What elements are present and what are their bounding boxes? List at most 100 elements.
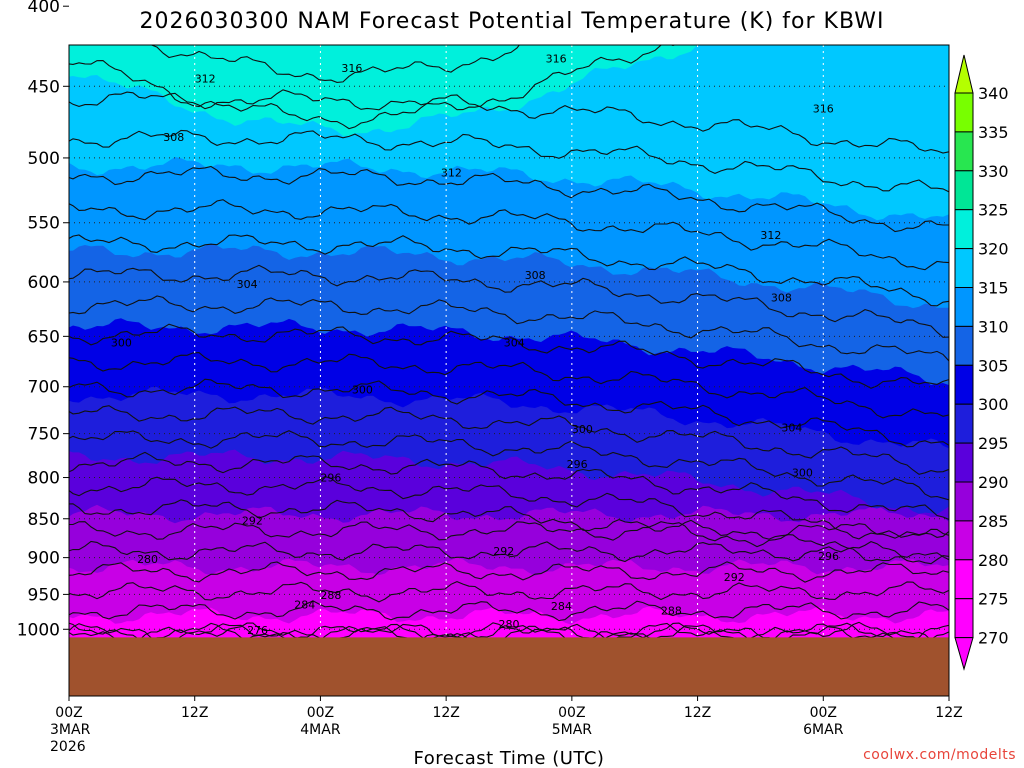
contour-296 — [69, 405, 949, 475]
colorbar-swatch-330 — [954, 131, 974, 172]
contour-286 — [69, 519, 949, 541]
colorbar-label-330: 330 — [978, 162, 1009, 181]
contour-label-280-32: 280 — [499, 618, 520, 631]
contour-label-292-24: 292 — [242, 514, 263, 527]
contour-318 — [69, 45, 677, 130]
contour-label-296-21: 296 — [320, 472, 341, 485]
x-tick-label-84-0: 12Z — [935, 705, 962, 721]
colorbar-label-300: 300 — [978, 395, 1009, 414]
x-tick-label-48-0: 00Z — [558, 705, 585, 721]
contour-320 — [150, 45, 521, 83]
colorbar-label-295: 295 — [978, 434, 1009, 453]
contour-288 — [69, 499, 949, 565]
contour-308 — [69, 234, 949, 307]
colorbar-arrow-bottom — [954, 637, 974, 671]
credit-text: coolwx.com/modelts — [863, 747, 1016, 763]
contour-label-300-18: 300 — [352, 384, 373, 397]
y-tick-label-950: 950 — [28, 585, 60, 605]
colorbar-label-340: 340 — [978, 84, 1009, 103]
colorbar-label-280: 280 — [978, 551, 1009, 570]
y-tick-label-900: 900 — [28, 549, 60, 569]
contour-label-292-26: 292 — [724, 571, 745, 584]
contour-284 — [69, 540, 949, 563]
colorbar-swatch-270 — [954, 598, 974, 639]
contour-label-300-19: 300 — [572, 423, 593, 436]
contour-294 — [69, 430, 949, 501]
contour-label-304-15: 304 — [504, 337, 525, 350]
colorbar-label-305: 305 — [978, 356, 1009, 375]
contour-label-316-6: 316 — [546, 53, 567, 66]
colorbar-label-315: 315 — [978, 279, 1009, 298]
contour-292 — [69, 451, 949, 521]
contour-label-316-5: 316 — [341, 62, 362, 75]
y-tick-label-800: 800 — [28, 469, 60, 489]
contour-label-280-31: 280 — [137, 553, 158, 566]
contour-label-300-17: 300 — [111, 337, 132, 350]
x-tick-label-24-1: 4MAR — [300, 722, 341, 738]
y-tick-label-550: 550 — [28, 214, 60, 234]
contour-298 — [69, 378, 949, 448]
x-tick-label-0-1: 3MAR — [50, 722, 91, 738]
y-tick-label-750: 750 — [28, 425, 60, 445]
contour-label-312-10: 312 — [760, 229, 781, 242]
contour-label-288-28: 288 — [661, 605, 682, 618]
contour-272 — [69, 621, 949, 644]
x-axis-title: Forecast Time (UTC) — [414, 748, 605, 768]
colorbar: 340 335 330 325 320 315 310 305 300 295 290 285 280 2… — [954, 54, 1009, 671]
contour-labels: 3283283243243203163163163123123123083083… — [111, 53, 839, 637]
contour-304 — [69, 295, 949, 362]
contour-label-284-30: 284 — [551, 600, 572, 613]
x-tick-label-36-0: 12Z — [432, 705, 459, 721]
contour-label-304-14: 304 — [237, 278, 258, 291]
contour-label-296-22: 296 — [567, 458, 588, 471]
contour-label-296-23: 296 — [818, 550, 839, 563]
contour-label-308-13: 308 — [771, 292, 792, 305]
x-tick-label-0-2: 2026 — [50, 739, 86, 755]
contour-310 — [69, 199, 949, 271]
grid-lines — [69, 45, 949, 696]
contour-label-308-12: 308 — [525, 269, 546, 282]
plot-area: 3283283243243203163163163123123123083083… — [69, 45, 949, 696]
contour-label-308-11: 308 — [163, 131, 184, 144]
contour-314 — [69, 129, 949, 193]
x-tick-label-12-0: 12Z — [181, 705, 208, 721]
colorbar-label-275: 275 — [978, 590, 1009, 609]
colorbar-swatch-310 — [954, 287, 974, 327]
x-tick-label-72-1: 6MAR — [803, 722, 844, 738]
contour-label-312-8: 312 — [195, 73, 216, 86]
colorbar-swatch-290 — [954, 442, 974, 483]
contour-316 — [69, 89, 949, 154]
isentrope-contours — [69, 45, 949, 644]
colorbar-swatch-295 — [954, 403, 974, 444]
contour-276 — [69, 622, 949, 644]
y-tick-label-500: 500 — [28, 149, 60, 169]
colorbar-swatch-325 — [954, 170, 974, 211]
colorbar-label-270: 270 — [978, 629, 1009, 648]
contour-label-300-20: 300 — [792, 466, 813, 479]
contour-312 — [69, 165, 949, 233]
contour-label-304-16: 304 — [781, 421, 802, 434]
contour-282 — [69, 561, 949, 583]
y-tick-label-1000: 1000 — [17, 620, 60, 640]
colorbar-swatch-335 — [954, 92, 974, 133]
y-tick-label-450: 450 — [28, 77, 60, 97]
contour-278 — [69, 600, 949, 622]
x-tick-label-0-0: 00Z — [55, 705, 82, 721]
colorbar-swatch-280 — [954, 520, 974, 561]
chart-title: 2026030300 NAM Forecast Potential Temper… — [139, 9, 884, 34]
contour-label-288-27: 288 — [320, 589, 341, 602]
x-tick-label-48-1: 5MAR — [552, 722, 593, 738]
contour-label-312-9: 312 — [441, 167, 462, 180]
y-tick-label-600: 600 — [28, 273, 60, 293]
plot-frame — [68, 44, 950, 697]
contour-label-316-7: 316 — [813, 103, 834, 116]
colorbar-label-290: 290 — [978, 473, 1009, 492]
colorbar-swatch-315 — [954, 248, 974, 289]
ground-surface — [69, 637, 949, 696]
y-tick-label-400: 400 — [28, 0, 60, 17]
colorbar-swatch-320 — [954, 209, 974, 250]
colorbar-swatch-300 — [954, 364, 974, 405]
contour-290 — [69, 476, 949, 540]
